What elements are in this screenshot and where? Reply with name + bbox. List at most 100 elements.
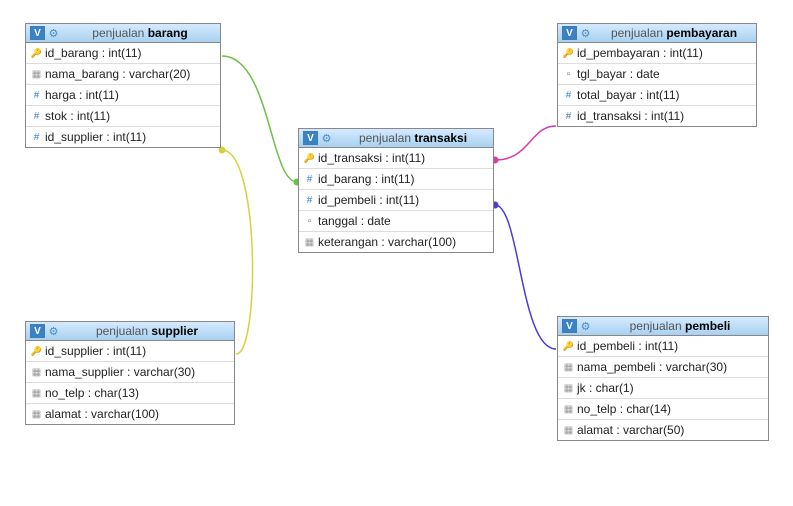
fk-icon: # [563,111,574,122]
column-row[interactable]: 🔑id_pembayaran : int(11) [558,43,756,63]
table-header[interactable]: V⚙ penjualan pembeli [558,317,768,336]
connector-pembeli-transaksi [495,205,556,349]
date-icon: ▫ [304,216,315,227]
column-row[interactable]: ▫tgl_bayar : date [558,63,756,84]
column-row[interactable]: ▦alamat : varchar(100) [26,403,234,424]
column-label: no_telp : char(13) [45,386,139,400]
column-row[interactable]: ▦jk : char(1) [558,377,768,398]
column-row[interactable]: 🔑id_barang : int(11) [26,43,220,63]
text-icon: ▦ [563,404,574,415]
view-icon[interactable]: V [30,26,45,40]
text-icon: ▦ [31,69,42,80]
column-label: nama_supplier : varchar(30) [45,365,195,379]
column-label: no_telp : char(14) [577,402,671,416]
fk-icon: # [304,195,315,206]
pk-icon: 🔑 [563,48,574,59]
text-icon: ▦ [31,388,42,399]
column-row[interactable]: 🔑id_transaksi : int(11) [299,148,493,168]
table-pembayaran[interactable]: V⚙ penjualan pembayaran 🔑id_pembayaran : i… [557,23,757,127]
fk-icon: # [304,174,315,185]
text-icon: ▦ [563,425,574,436]
table-name: transaksi [414,131,467,145]
num-icon: # [31,111,42,122]
column-label: stok : int(11) [45,109,110,123]
column-row[interactable]: #id_transaksi : int(11) [558,105,756,126]
num-icon: # [31,90,42,101]
table-name: barang [148,26,188,40]
db-name: penjualan [92,26,144,40]
table-title: penjualan supplier [64,324,230,338]
table-header[interactable]: V⚙ penjualan transaksi [299,129,493,148]
column-row[interactable]: ▫tanggal : date [299,210,493,231]
column-label: id_pembeli : int(11) [318,193,419,207]
column-row[interactable]: 🔑id_supplier : int(11) [26,341,234,361]
db-name: penjualan [611,26,663,40]
column-row[interactable]: #stok : int(11) [26,105,220,126]
gear-icon[interactable]: ⚙ [579,27,592,40]
column-label: id_transaksi : int(11) [318,151,425,165]
date-icon: ▫ [563,69,574,80]
column-row[interactable]: ▦no_telp : char(14) [558,398,768,419]
table-transaksi[interactable]: V⚙ penjualan transaksi 🔑id_transaksi : int… [298,128,494,253]
column-label: total_bayar : int(11) [577,88,680,102]
pk-icon: 🔑 [31,48,42,59]
table-title: penjualan pembeli [596,319,764,333]
column-label: alamat : varchar(100) [45,407,159,421]
column-label: tgl_bayar : date [577,67,660,81]
table-header[interactable]: V⚙ penjualan pembayaran [558,24,756,43]
table-name: pembayaran [666,26,737,40]
column-label: id_pembayaran : int(11) [577,46,703,60]
table-name: pembeli [685,319,730,333]
num-icon: # [563,90,574,101]
gear-icon[interactable]: ⚙ [47,27,60,40]
connector-transaksi-pembayaran [495,126,556,160]
text-icon: ▦ [563,383,574,394]
column-row[interactable]: #total_bayar : int(11) [558,84,756,105]
table-barang[interactable]: V⚙penjualan barang🔑id_barang : int(11)▦n… [25,23,221,148]
column-row[interactable]: #id_supplier : int(11) [26,126,220,147]
fk-icon: # [31,132,42,143]
column-row[interactable]: ▦keterangan : varchar(100) [299,231,493,252]
view-icon[interactable]: V [30,324,45,338]
column-row[interactable]: #harga : int(11) [26,84,220,105]
column-row[interactable]: ▦alamat : varchar(50) [558,419,768,440]
column-label: tanggal : date [318,214,391,228]
table-title: penjualan transaksi [337,131,489,145]
text-icon: ▦ [304,237,315,248]
text-icon: ▦ [563,362,574,373]
gear-icon[interactable]: ⚙ [47,325,60,338]
pk-icon: 🔑 [563,341,574,352]
db-name: penjualan [630,319,682,333]
db-name: penjualan [96,324,148,338]
column-row[interactable]: 🔑id_pembeli : int(11) [558,336,768,356]
table-pembeli[interactable]: V⚙ penjualan pembeli 🔑id_pembeli : int(11)… [557,316,769,441]
columns-list: 🔑id_pembayaran : int(11)▫tgl_bayar : dat… [558,43,756,126]
column-label: jk : char(1) [577,381,634,395]
columns-list: 🔑id_pembeli : int(11)▦nama_pembeli : var… [558,336,768,440]
column-row[interactable]: #id_pembeli : int(11) [299,189,493,210]
column-row[interactable]: ▦nama_supplier : varchar(30) [26,361,234,382]
column-label: id_barang : int(11) [45,46,142,60]
column-label: nama_barang : varchar(20) [45,67,190,81]
text-icon: ▦ [31,409,42,420]
view-icon[interactable]: V [562,319,577,333]
column-row[interactable]: #id_barang : int(11) [299,168,493,189]
table-supplier[interactable]: V⚙ penjualan supplier 🔑id_supplier : int(1… [25,321,235,425]
column-label: id_transaksi : int(11) [577,109,684,123]
view-icon[interactable]: V [303,131,318,145]
table-header[interactable]: V⚙ penjualan barang [26,24,220,43]
table-header[interactable]: V⚙ penjualan supplier [26,322,234,341]
column-row[interactable]: ▦nama_pembeli : varchar(30) [558,356,768,377]
column-row[interactable]: ▦nama_barang : varchar(20) [26,63,220,84]
gear-icon[interactable]: ⚙ [320,132,333,145]
table-title: penjualan pembayaran [596,26,752,40]
column-label: harga : int(11) [45,88,119,102]
columns-list: 🔑id_transaksi : int(11)#id_barang : int(… [299,148,493,252]
gear-icon[interactable]: ⚙ [579,320,592,333]
column-label: keterangan : varchar(100) [318,235,456,249]
pk-icon: 🔑 [304,153,315,164]
column-label: id_supplier : int(11) [45,130,146,144]
column-row[interactable]: ▦no_telp : char(13) [26,382,234,403]
column-label: id_pembeli : int(11) [577,339,678,353]
view-icon[interactable]: V [562,26,577,40]
